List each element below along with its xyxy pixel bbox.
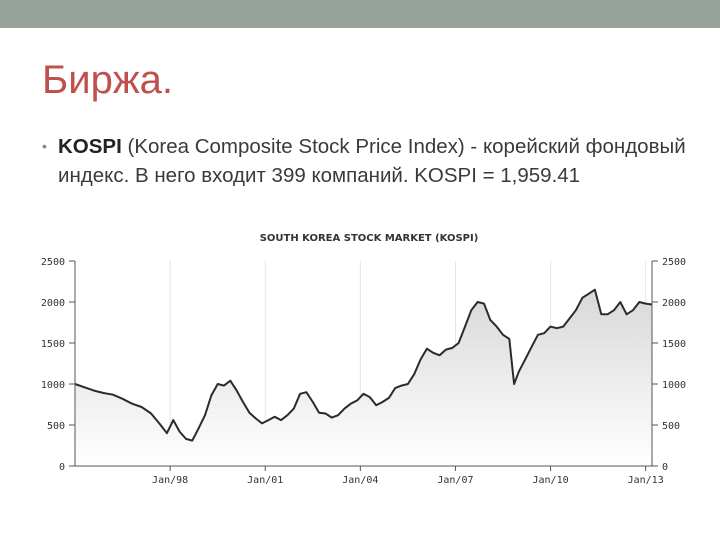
chart-line <box>74 288 653 442</box>
x-tick-label: Jan/07 <box>437 475 473 486</box>
chart-frame <box>74 261 653 467</box>
x-tick-label: Jan/13 <box>628 475 664 486</box>
y-tick-label-left: 1500 <box>41 339 65 350</box>
x-tick-label: Jan/04 <box>342 475 378 486</box>
y-axis-ticks: 0 0 500 500 1000 1000 1500 1500 2000 2000 2500 2500 <box>41 257 686 473</box>
y-tick-label-left: 2000 <box>41 298 65 309</box>
x-tick-label: Jan/10 <box>532 475 568 486</box>
bullet-item: • KOSPI (Korea Composite Stock Price Ind… <box>42 132 692 190</box>
y-tick-label-right: 0 <box>662 462 668 473</box>
bullet-lead: KOSPI <box>58 135 122 158</box>
x-tick-label: Jan/98 <box>152 475 188 486</box>
x-axis-ticks: Jan/98 Jan/01 Jan/04 Jan/07 Jan/10 Jan/13 <box>152 466 664 486</box>
y-tick-label-right: 2000 <box>662 298 686 309</box>
y-tick-label-left: 1000 <box>41 380 65 391</box>
slide-title: Биржа. <box>42 58 173 102</box>
kospi-chart: SOUTH KOREA STOCK MARKET (KOSPI) 0 0 500 50… <box>0 226 720 526</box>
y-tick-label-left: 0 <box>59 462 65 473</box>
bullet-body: (Korea Composite Stock Price Index) - ко… <box>58 135 686 187</box>
bullet-block: • KOSPI (Korea Composite Stock Price Ind… <box>42 132 692 190</box>
y-tick-label-right: 1000 <box>662 380 686 391</box>
chart-title: SOUTH KOREA STOCK MARKET (KOSPI) <box>260 233 479 244</box>
y-tick-label-right: 2500 <box>662 257 686 268</box>
y-tick-label-left: 2500 <box>41 257 65 268</box>
top-bar <box>0 0 720 28</box>
bullet-text: KOSPI (Korea Composite Stock Price Index… <box>58 132 692 190</box>
y-tick-label-right: 1500 <box>662 339 686 350</box>
bullet-dot-icon: • <box>42 138 47 154</box>
kospi-chart-svg: SOUTH KOREA STOCK MARKET (KOSPI) 0 0 500 50… <box>41 233 686 486</box>
chart-area <box>75 289 652 466</box>
y-tick-label-left: 500 <box>47 421 65 432</box>
y-tick-label-right: 500 <box>662 421 680 432</box>
x-tick-label: Jan/01 <box>247 475 283 486</box>
